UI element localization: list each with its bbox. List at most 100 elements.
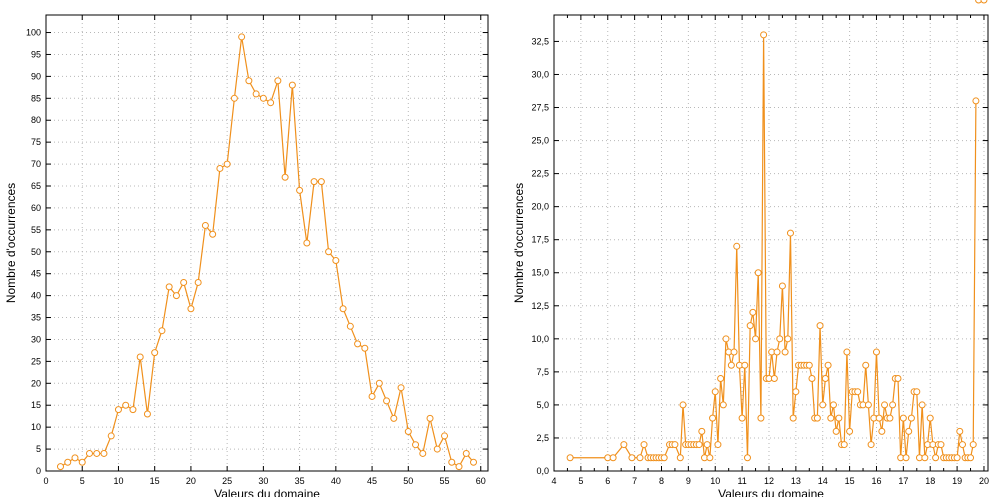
data-point <box>143 410 151 418</box>
data-point <box>636 454 644 462</box>
data-point <box>172 292 180 300</box>
data-point <box>441 432 449 440</box>
data-point <box>223 160 231 168</box>
data-point <box>310 178 318 186</box>
data-point <box>958 441 966 449</box>
x-tick-label: 20 <box>186 476 196 486</box>
x-tick-label: 20 <box>979 476 989 486</box>
data-point <box>878 427 886 435</box>
data-point <box>843 348 851 356</box>
data-point <box>640 441 648 449</box>
y-axis-label: Nombre d'occurrences <box>4 183 18 303</box>
data-point <box>85 449 93 457</box>
data-point <box>346 322 354 330</box>
data-point <box>620 441 628 449</box>
data-point <box>107 432 115 440</box>
data-point <box>706 454 714 462</box>
x-tick-label: 40 <box>331 476 341 486</box>
data-point <box>967 454 975 462</box>
data-point <box>717 374 725 382</box>
data-point <box>676 454 684 462</box>
x-tick-label: 14 <box>818 476 828 486</box>
data-point <box>840 441 848 449</box>
data-point <box>722 335 730 343</box>
data-point <box>752 335 760 343</box>
data-point <box>462 449 470 457</box>
data-point <box>907 414 915 422</box>
series-line <box>60 36 474 468</box>
data-point <box>332 257 340 265</box>
data-point <box>180 278 188 286</box>
x-tick-label: 16 <box>871 476 881 486</box>
data-point <box>78 458 86 466</box>
data-point <box>368 392 376 400</box>
data-point <box>980 0 988 4</box>
y-tick-label: 40 <box>31 291 41 301</box>
axis-ticks: 4 5 6 7 8 9 10 11 12 13 14 15 16 17 18 19 20 0,0 2,5 5,0 7,5… <box>531 15 989 486</box>
x-axis-label: Valeurs du domaine <box>718 487 824 497</box>
y-tick-label: 60 <box>31 203 41 213</box>
data-point <box>252 90 260 98</box>
data-point <box>288 81 296 89</box>
data-point <box>733 242 741 250</box>
right-line-chart: 4 5 6 7 8 9 10 11 12 13 14 15 16 17 18 19 20 0,0 2,5 5,0 7,5… <box>512 0 989 497</box>
x-tick-label: 17 <box>898 476 908 486</box>
y-tick-label: 80 <box>31 115 41 125</box>
x-tick-label: 5 <box>80 476 85 486</box>
data-point <box>770 374 778 382</box>
data-point <box>216 164 224 172</box>
data-point <box>854 388 862 396</box>
y-tick-label: 2,5 <box>536 433 549 443</box>
data-point <box>727 361 735 369</box>
y-tick-label: 15 <box>31 400 41 410</box>
data-point <box>361 344 369 352</box>
data-point <box>778 282 786 290</box>
data-point <box>711 388 719 396</box>
data-point <box>695 441 703 449</box>
y-tick-label: 30,0 <box>531 69 549 79</box>
data-point <box>746 322 754 330</box>
y-tick-label: 95 <box>31 49 41 59</box>
data-point <box>660 454 668 462</box>
data-point <box>808 374 816 382</box>
data-point <box>932 454 940 462</box>
data-point <box>867 441 875 449</box>
data-point <box>194 278 202 286</box>
data-point <box>760 31 768 39</box>
data-points <box>566 0 988 462</box>
data-point <box>714 441 722 449</box>
x-tick-label: 55 <box>440 476 450 486</box>
data-point <box>899 414 907 422</box>
y-tick-label: 55 <box>31 225 41 235</box>
data-point <box>165 283 173 291</box>
x-tick-label: 60 <box>476 476 486 486</box>
data-point <box>129 406 137 414</box>
data-point <box>864 401 872 409</box>
x-tick-label: 45 <box>367 476 377 486</box>
data-point <box>805 361 813 369</box>
x-tick-label: 10 <box>113 476 123 486</box>
x-tick-label: 35 <box>295 476 305 486</box>
data-point <box>969 441 977 449</box>
y-tick-label: 5 <box>36 444 41 454</box>
data-point <box>824 361 832 369</box>
x-tick-label: 5 <box>578 476 583 486</box>
data-point <box>730 348 738 356</box>
axis-ticks: 0 5 10 15 20 25 30 35 40 45 50 55 60 0 5 10 15 20 25 30 35 40… <box>26 15 488 486</box>
y-tick-label: 0 <box>36 466 41 476</box>
y-tick-label: 25,0 <box>531 136 549 146</box>
data-point <box>832 427 840 435</box>
data-point <box>375 379 383 387</box>
y-tick-label: 5,0 <box>536 400 549 410</box>
x-tick-label: 25 <box>222 476 232 486</box>
data-point <box>317 178 325 186</box>
x-tick-label: 9 <box>686 476 691 486</box>
data-point <box>784 335 792 343</box>
y-tick-label: 7,5 <box>536 367 549 377</box>
y-tick-label: 30 <box>31 334 41 344</box>
data-point <box>566 454 574 462</box>
data-point <box>64 458 72 466</box>
data-point <box>913 388 921 396</box>
y-tick-label: 10 <box>31 422 41 432</box>
data-point <box>829 401 837 409</box>
